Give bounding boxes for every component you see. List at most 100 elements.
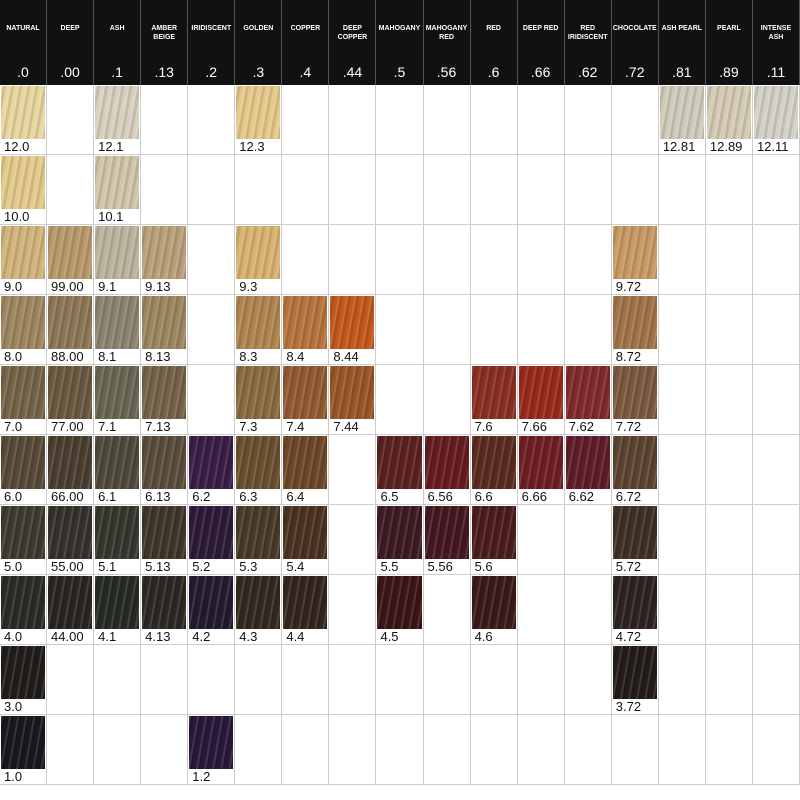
column-name: INTENSE ASH [760,25,792,41]
column-header: DEEP RED .66 [517,0,565,85]
column-header: MAHOGANY .5 [376,0,424,85]
shade-label: 9.0 [4,279,23,294]
color-swatch [95,436,140,489]
grid-cell: 6.6 [470,435,518,505]
color-swatch [142,296,187,349]
color-swatch [565,366,610,419]
grid-cell [282,715,330,785]
shade-label: 9.72 [615,279,642,294]
shade-label: 12.0 [4,139,30,154]
shade-label: 4.5 [380,629,399,644]
column-header: AMBER BEIGE .13 [141,0,189,85]
color-swatch [283,506,328,559]
color-swatch [283,296,328,349]
grid-cell: 99.00 [47,225,95,295]
grid-cell [705,155,753,225]
grid-cell [282,645,330,715]
grid-cell: 8.4 [282,295,330,365]
grid-cell [658,645,706,715]
grid-cell [564,645,612,715]
grid-cell: 5.72 [611,505,659,575]
grid-cell [329,505,377,575]
color-swatch [142,366,187,419]
shade-label: 6.72 [615,489,642,504]
shade-label: 4.1 [98,629,117,644]
grid-cell [188,295,236,365]
color-swatch [1,576,46,629]
shade-label: 3.72 [615,699,642,714]
grid-cell [235,645,283,715]
column-header: NATURAL .0 [0,0,48,85]
shade-label: 12.1 [98,139,124,154]
grid-cell [423,295,471,365]
shade-label: 8.0 [4,349,23,364]
grid-cell [47,85,95,155]
column-header: RED IRIDISCENT .62 [564,0,612,85]
shade-label: 6.66 [521,489,547,504]
column-code: .89 [719,64,739,80]
column-code: .3 [252,64,265,80]
column-header: CHOCOLATE .72 [611,0,659,85]
column-name: DEEP RED [522,25,559,32]
color-swatch [189,716,234,769]
shade-label: 12.3 [239,139,265,154]
column-code: .1 [111,64,123,80]
column-name: ASH [109,25,125,32]
shade-label: 6.4 [286,489,305,504]
grid-cell [94,715,142,785]
shade-label: 4.4 [286,629,305,644]
shade-label: 12.11 [756,139,789,154]
shade-label: 1.0 [4,769,23,784]
grid-cell [564,715,612,785]
shade-label: 4.2 [192,629,211,644]
shade-label: 10.1 [98,209,124,224]
grid-cell [329,645,377,715]
column-code: .0 [17,64,29,80]
grid-cell [517,645,565,715]
shade-label: 77.00 [51,419,84,434]
grid-cell [329,85,377,155]
grid-cell [423,645,471,715]
grid-cell: 10.1 [94,155,142,225]
color-swatch [48,296,93,349]
shade-label: 10.0 [4,209,30,224]
color-swatch [471,436,516,489]
grid-cell: 6.2 [188,435,236,505]
shade-label: 5.1 [98,559,117,574]
column-header: RED .6 [470,0,518,85]
grid-cell [235,155,283,225]
column-name: DEEP COPPER [337,25,368,41]
color-swatch [142,576,187,629]
grid-cell [376,365,424,435]
color-swatch [48,576,93,629]
grid-cell [705,715,753,785]
grid-cell: 12.89 [705,85,753,155]
column-code: .11 [766,64,786,80]
grid-cell: 12.0 [0,85,48,155]
column-header: IRIDISCENT .2 [188,0,236,85]
color-swatch [612,296,657,349]
grid-cell: 5.5 [376,505,424,575]
color-swatch [1,156,46,209]
grid-cell [423,155,471,225]
grid-cell [611,715,659,785]
grid-cell [564,225,612,295]
shade-label: 5.5 [380,559,399,574]
color-swatch [48,226,93,279]
column-name: COPPER [290,25,321,32]
grid-cell [376,225,424,295]
grid-cell: 10.0 [0,155,48,225]
grid-cell [376,715,424,785]
shade-label: 6.5 [380,489,399,504]
grid-cell [376,155,424,225]
grid-cell [141,715,189,785]
shade-label: 5.3 [239,559,258,574]
grid-cell: 12.1 [94,85,142,155]
shade-label: 8.13 [145,349,171,364]
grid-cell: 6.0 [0,435,48,505]
shade-label: 7.6 [474,419,493,434]
grid-cell: 7.3 [235,365,283,435]
color-swatch [1,226,46,279]
grid-cell [329,225,377,295]
column-code: .81 [672,64,692,80]
